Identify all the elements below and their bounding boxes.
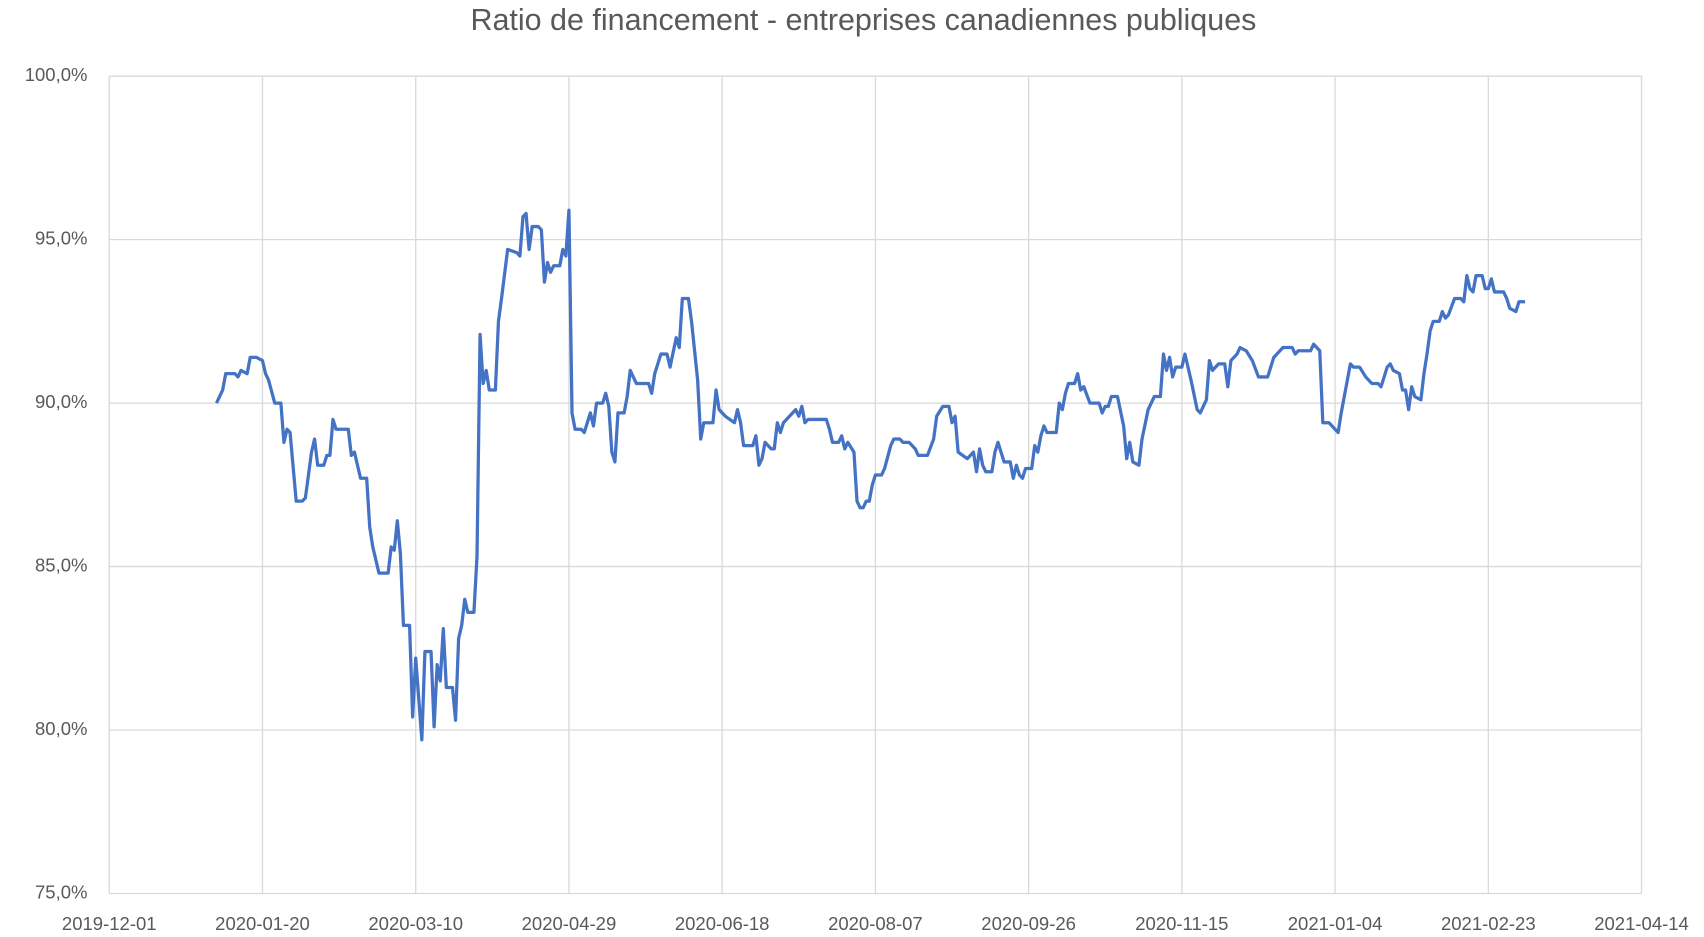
x-tick-label: 2021-01-04 xyxy=(1288,913,1383,934)
y-tick-label: 95,0% xyxy=(35,228,87,249)
data-line xyxy=(215,208,1526,742)
x-tick-label: 2021-04-14 xyxy=(1594,913,1689,934)
x-tick-label: 2020-06-18 xyxy=(675,913,770,934)
x-tick-label: 2020-04-29 xyxy=(522,913,617,934)
chart-title: Ratio de financement - entreprises canad… xyxy=(470,3,1256,37)
x-tick-label: 2020-01-20 xyxy=(215,913,310,934)
y-tick-label: 85,0% xyxy=(35,554,87,575)
x-tick-label: 2020-11-15 xyxy=(1135,913,1228,934)
y-tick-label: 90,0% xyxy=(35,391,87,412)
x-tick-label: 2020-08-07 xyxy=(828,913,923,934)
x-tick-label: 2021-02-23 xyxy=(1441,913,1536,934)
y-tick-label: 75,0% xyxy=(35,881,87,902)
y-tick-label: 80,0% xyxy=(35,718,87,739)
x-tick-label: 2019-12-01 xyxy=(62,913,157,934)
x-tick-label: 2020-03-10 xyxy=(368,913,463,934)
y-tick-label: 100,0% xyxy=(25,64,88,85)
x-tick-label: 2020-09-26 xyxy=(981,913,1076,934)
